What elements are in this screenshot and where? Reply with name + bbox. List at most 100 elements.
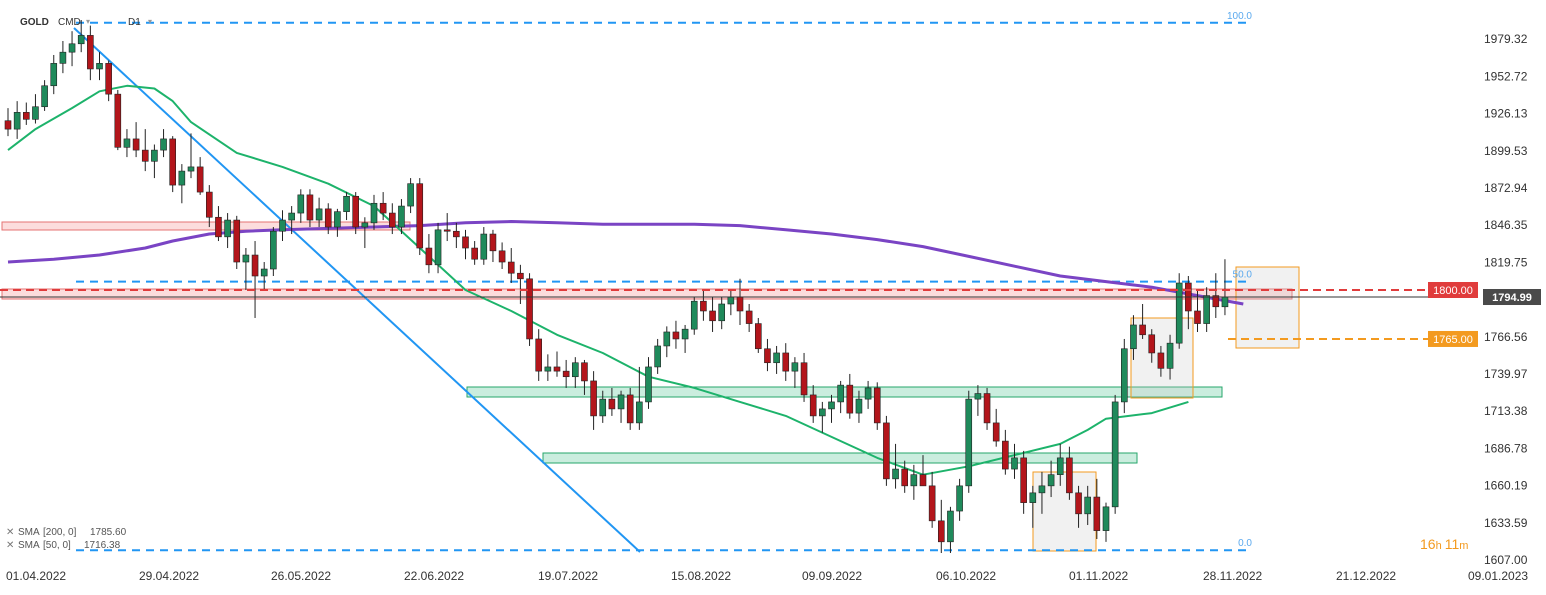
candle (132, 122, 140, 158)
candle (571, 357, 579, 388)
candle-body (1166, 342, 1174, 369)
candle (974, 385, 982, 416)
candle-body (873, 387, 881, 424)
candle-body (1148, 334, 1156, 354)
candle (22, 102, 30, 125)
candle-body (718, 303, 726, 322)
candle (87, 25, 94, 81)
fib-layer: 100.0 50.0 0.0 (76, 11, 1252, 552)
candle-body (297, 194, 305, 214)
candle (718, 296, 726, 330)
candle-body (1121, 348, 1128, 403)
y-tick-label: 1660.19 (1484, 479, 1528, 493)
candle (324, 203, 332, 235)
candle (260, 262, 268, 290)
candle-body (22, 112, 30, 120)
candle-body (782, 352, 790, 372)
candle (251, 241, 259, 318)
indicator-sma50[interactable]: ✕ SMA [50, 0] 1716.38 (6, 540, 121, 551)
candle (270, 227, 277, 277)
candle (928, 471, 936, 528)
candle (96, 52, 103, 81)
candle-body (96, 63, 103, 70)
x-tick-label: 21.12.2022 (1336, 569, 1396, 583)
candle (800, 352, 808, 402)
candle-body (700, 300, 707, 312)
candle (425, 234, 433, 274)
candle (1157, 345, 1165, 377)
candle (947, 506, 954, 554)
candle-body (663, 331, 671, 347)
candle (901, 460, 909, 493)
candle-body (151, 149, 158, 162)
candle-body (343, 195, 350, 212)
candle (1029, 485, 1037, 528)
candle-body (434, 229, 442, 266)
candle (883, 415, 890, 486)
candle-body (160, 138, 167, 151)
candle (41, 80, 48, 111)
x-tick-label: 01.04.2022 (6, 569, 66, 583)
candle (535, 329, 543, 381)
candle-body (288, 212, 295, 221)
candle (1166, 334, 1174, 380)
candle (745, 303, 753, 332)
candle-body (416, 183, 424, 249)
candle (306, 189, 314, 228)
y-axis: 1979.32 1952.72 1926.13 1899.53 1872.94 1846.… (1484, 32, 1528, 567)
candle (1093, 478, 1101, 540)
candle (498, 242, 506, 270)
x-tick-label: 19.07.2022 (538, 569, 598, 583)
candle-body (1011, 457, 1018, 470)
indicator-sma200[interactable]: ✕ SMA [200, 0] 1785.60 (6, 527, 127, 538)
candle (334, 208, 341, 237)
candle-body (1102, 506, 1110, 531)
pattern-box (1235, 266, 1300, 349)
indicator-legend: ✕ SMA [200, 0] 1785.60 ✕ SMA [50, 0] 171… (6, 527, 127, 551)
candle-body (773, 352, 780, 364)
candle-body (443, 229, 451, 232)
candle-body (617, 394, 625, 410)
candle-body (956, 485, 963, 512)
candle (581, 359, 588, 395)
candle (4, 108, 12, 137)
candle (169, 136, 176, 193)
y-tick-label: 1846.35 (1484, 218, 1528, 232)
candle-body (1002, 440, 1009, 470)
candle-body (1047, 474, 1055, 487)
candle-body (242, 254, 250, 263)
candle-body (937, 520, 945, 543)
candle (343, 192, 350, 221)
price-tag-bg (1428, 282, 1478, 298)
candle (864, 380, 872, 409)
support-zone (466, 386, 1223, 398)
y-tick-label: 1607.00 (1484, 553, 1528, 567)
candle (288, 206, 295, 235)
candle-body (800, 362, 808, 396)
resistance-zone (1, 288, 1293, 300)
candle (1011, 443, 1018, 479)
candle (992, 408, 1000, 447)
candle (1148, 329, 1156, 363)
price-tags: 1800.00 1794.99 1765.00 (1428, 282, 1541, 347)
candle-body (507, 261, 515, 274)
candle (59, 40, 67, 74)
candle (141, 129, 149, 172)
candle (1175, 273, 1183, 349)
candle (892, 443, 899, 489)
candle-body (1175, 282, 1183, 344)
price-tag-text: 1800.00 (1433, 285, 1473, 297)
candle (398, 199, 405, 235)
candle-body (736, 296, 744, 312)
candle-body (883, 422, 890, 480)
candle-body (462, 236, 469, 249)
candle (681, 324, 689, 353)
candle-body (480, 233, 488, 260)
candle-body (517, 272, 524, 280)
candle-body (1203, 295, 1210, 324)
y-tick-label: 1872.94 (1484, 181, 1528, 195)
candle (434, 222, 442, 274)
candle (599, 390, 607, 423)
fib-level-label: 100.0 (1227, 11, 1252, 22)
